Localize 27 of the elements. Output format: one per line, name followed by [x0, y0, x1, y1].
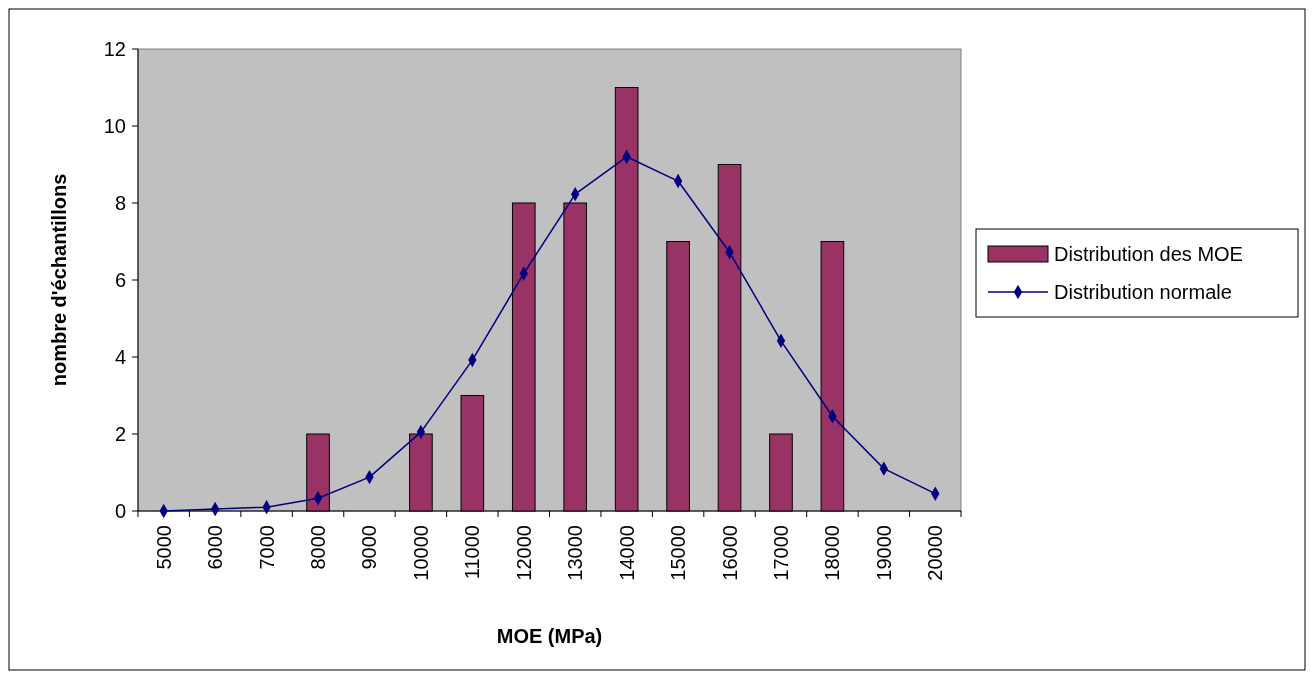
- x-tick-label: 5000: [152, 525, 175, 570]
- x-tick-label: 14000: [615, 525, 638, 581]
- x-tick-label: 17000: [769, 525, 792, 581]
- x-axis-title: MOE (MPa): [496, 625, 603, 647]
- x-tick-label: 6000: [204, 525, 227, 570]
- x-tick-label: 10000: [409, 525, 432, 581]
- x-tick-label: 12000: [512, 525, 535, 581]
- x-tick-label: 18000: [821, 525, 844, 581]
- x-tick-label: 7000: [255, 525, 278, 570]
- y-tick-label: 4: [114, 346, 126, 368]
- y-tick-label: 6: [114, 269, 126, 291]
- x-tick-label: 11000: [461, 525, 484, 580]
- y-tick-label: 12: [103, 38, 126, 60]
- x-tick-label: 13000: [564, 525, 587, 581]
- y-tick-label: 2: [114, 423, 126, 445]
- y-tick-label: 0: [114, 500, 126, 522]
- x-tick-label: 15000: [667, 525, 690, 581]
- x-tick-label: 9000: [358, 525, 381, 570]
- x-tick-label: 20000: [924, 525, 947, 581]
- legend-label: Distribution normale: [1054, 281, 1232, 303]
- y-tick-label: 10: [103, 115, 126, 137]
- x-tick-label: 16000: [718, 525, 741, 581]
- y-tick-label: 8: [114, 192, 126, 214]
- y-axis-title: nombre d'échantillons: [48, 173, 70, 387]
- x-tick-label: 8000: [307, 525, 330, 570]
- x-tick-label: 19000: [872, 525, 895, 581]
- legend-label: Distribution des MOE: [1054, 243, 1243, 265]
